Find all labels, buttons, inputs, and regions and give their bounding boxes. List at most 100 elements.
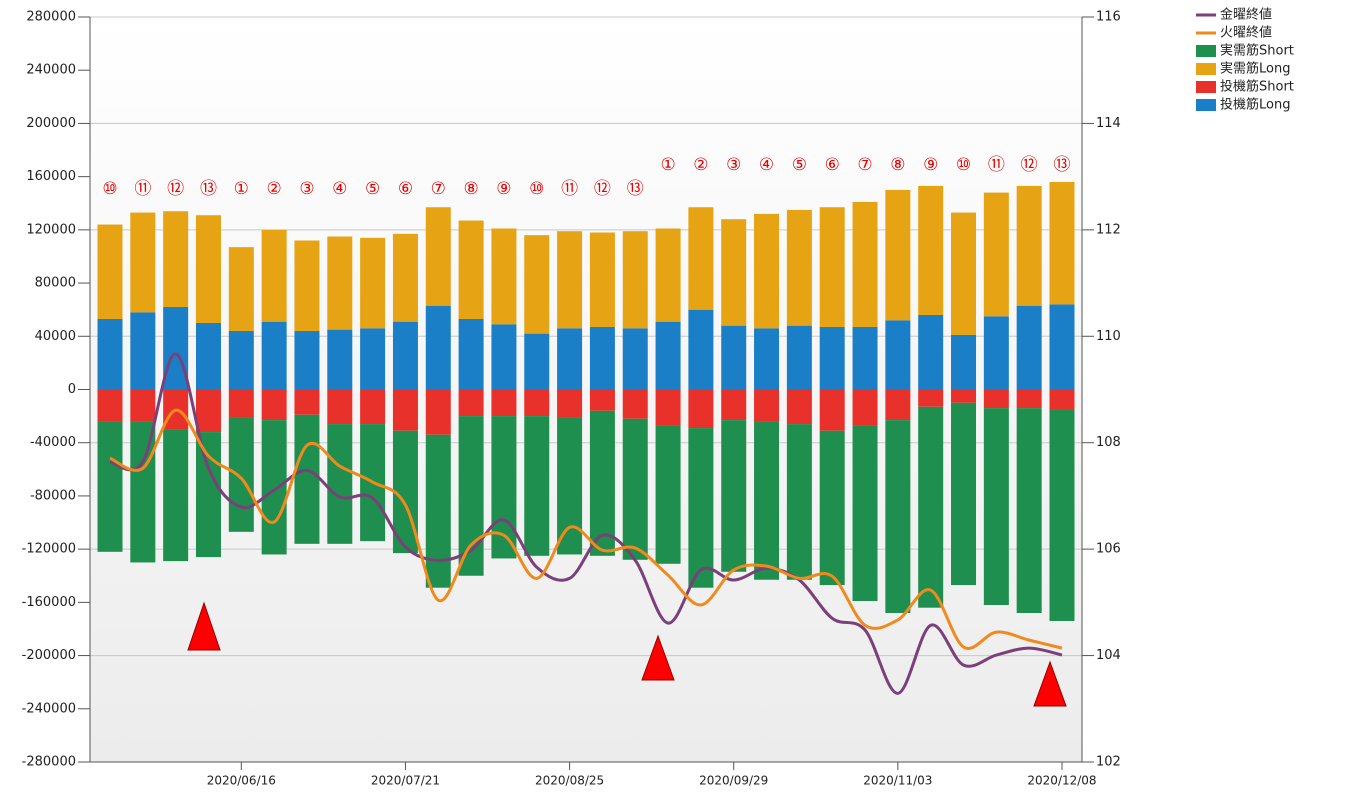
bar [261, 229, 287, 322]
bar [786, 209, 812, 326]
bar [261, 321, 287, 390]
bar [557, 231, 583, 329]
bar [918, 315, 944, 390]
y2-tick-label: 106 [1096, 542, 1121, 557]
bar [195, 215, 221, 323]
bar [918, 406, 944, 608]
bar [228, 389, 254, 418]
y2-tick-label: 108 [1096, 435, 1121, 450]
bar [195, 389, 221, 433]
bar-annotation: ⑩ [102, 179, 117, 199]
bar-annotation: ⑪ [561, 179, 578, 199]
bar [1016, 408, 1042, 613]
y-tick-label: 160000 [26, 169, 76, 184]
bar [786, 325, 812, 390]
bar-annotation: ⑪ [988, 155, 1005, 175]
bar [786, 389, 812, 425]
bar [524, 333, 550, 390]
bar [130, 212, 156, 313]
bar [491, 228, 517, 325]
bar [294, 240, 320, 331]
bar [557, 417, 583, 555]
bar [491, 389, 517, 417]
bar [360, 237, 386, 329]
legend-label: 実需筋Short [1220, 43, 1294, 59]
bar [688, 389, 714, 429]
legend-label: 投機筋Long [1220, 97, 1290, 113]
bar-annotation: ④ [332, 179, 347, 199]
bar [425, 389, 451, 435]
bar [327, 236, 353, 330]
bar [327, 389, 353, 425]
bar [294, 389, 320, 415]
legend-swatch [1196, 45, 1216, 57]
bar [589, 389, 615, 411]
bar [589, 232, 615, 327]
bar-annotation: ① [660, 155, 675, 175]
bar [458, 220, 484, 319]
bar-annotation: ① [234, 179, 249, 199]
bar-annotation: ⑫ [167, 179, 184, 199]
bar [163, 307, 189, 390]
bar-annotation: ⑨ [496, 179, 511, 199]
bar [491, 324, 517, 390]
bar [983, 316, 1009, 390]
bar [491, 416, 517, 559]
bar-annotation: ⑩ [956, 155, 971, 175]
bar [425, 305, 451, 390]
y-tick-label: -80000 [30, 488, 76, 503]
bar-annotation: ⑬ [1054, 155, 1071, 175]
x-tick-label: 2020/08/25 [535, 774, 604, 788]
bar [852, 201, 878, 327]
bar [425, 207, 451, 306]
bar [754, 213, 780, 329]
y2-tick-label: 112 [1096, 222, 1121, 237]
y2-tick-label: 110 [1096, 329, 1121, 344]
bar [327, 329, 353, 390]
lines [109, 352, 1063, 695]
bar [885, 389, 911, 421]
bar [97, 224, 123, 319]
bar [163, 211, 189, 308]
bars [97, 181, 1075, 621]
bar [655, 425, 681, 564]
bar-annotation: ③ [726, 155, 741, 175]
axes [78, 16, 1094, 770]
bar [655, 321, 681, 390]
bar [885, 189, 911, 321]
bar [557, 389, 583, 418]
bar [392, 321, 418, 390]
bar-annotation: ⑥ [825, 155, 840, 175]
bar-annotation: ⑨ [923, 155, 938, 175]
bar-annotation: ⑦ [857, 155, 872, 175]
line-series [109, 408, 1063, 650]
y-tick-label: -120000 [22, 542, 76, 557]
bar [524, 389, 550, 417]
bar [360, 328, 386, 390]
bar [97, 421, 123, 552]
bar [589, 410, 615, 556]
legend-label: 投機筋Short [1220, 79, 1294, 95]
bar [261, 420, 287, 555]
bar [458, 389, 484, 417]
labels: -280000 -240000 -200000 -160000 -120000 -8000… [22, 7, 1294, 788]
bar-annotation: ⑪ [134, 179, 151, 199]
bar [294, 414, 320, 544]
bar-annotation: ④ [759, 155, 774, 175]
bar-annotation: ⑥ [398, 179, 413, 199]
y-tick-label: -200000 [22, 648, 76, 663]
bar-annotation: ⑤ [792, 155, 807, 175]
y-tick-label: -240000 [22, 701, 76, 716]
bar [97, 318, 123, 390]
bar-annotation: ② [693, 155, 708, 175]
legend-swatch [1196, 99, 1216, 111]
bar [622, 231, 648, 329]
bar [163, 429, 189, 562]
bar [983, 408, 1009, 606]
bar-annotation: ⑧ [890, 155, 905, 175]
bar [951, 389, 977, 403]
x-tick-label: 2020/11/03 [863, 774, 932, 788]
bar [852, 389, 878, 426]
plot-area [90, 17, 1082, 762]
x-tick-label: 2020/07/21 [371, 774, 440, 788]
